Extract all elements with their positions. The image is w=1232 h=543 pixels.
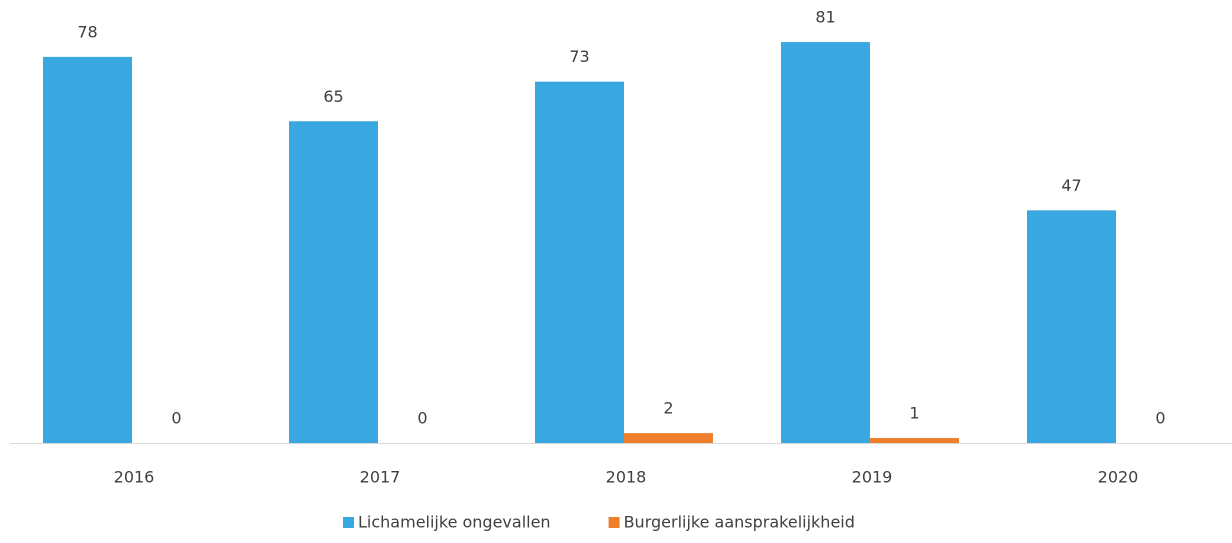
data-label: 0 <box>1155 409 1165 428</box>
legend-label: Lichamelijke ongevallen <box>358 513 551 532</box>
data-label: 1 <box>909 404 919 423</box>
x-tick-label: 2016 <box>114 468 155 487</box>
x-tick-label: 2019 <box>852 468 893 487</box>
bar <box>1027 210 1116 443</box>
data-label: 0 <box>417 409 427 428</box>
bar <box>289 121 378 443</box>
legend-label: Burgerlijke aansprakelijkheid <box>624 513 855 532</box>
bar <box>43 56 132 444</box>
bar <box>781 42 870 444</box>
data-label: 2 <box>663 399 673 418</box>
data-label: 78 <box>77 22 97 41</box>
data-label: 81 <box>815 8 835 27</box>
legend-swatch <box>608 517 620 528</box>
data-label: 0 <box>171 409 181 428</box>
data-label: 73 <box>569 47 589 66</box>
x-tick-label: 2020 <box>1098 468 1139 487</box>
legend-swatch <box>343 517 354 528</box>
data-label: 65 <box>323 87 343 106</box>
data-label: 47 <box>1061 176 1081 195</box>
x-tick-label: 2017 <box>360 468 401 487</box>
x-tick-label: 2018 <box>606 468 647 487</box>
bar <box>870 438 959 443</box>
bar <box>535 81 624 444</box>
bar <box>624 433 713 443</box>
